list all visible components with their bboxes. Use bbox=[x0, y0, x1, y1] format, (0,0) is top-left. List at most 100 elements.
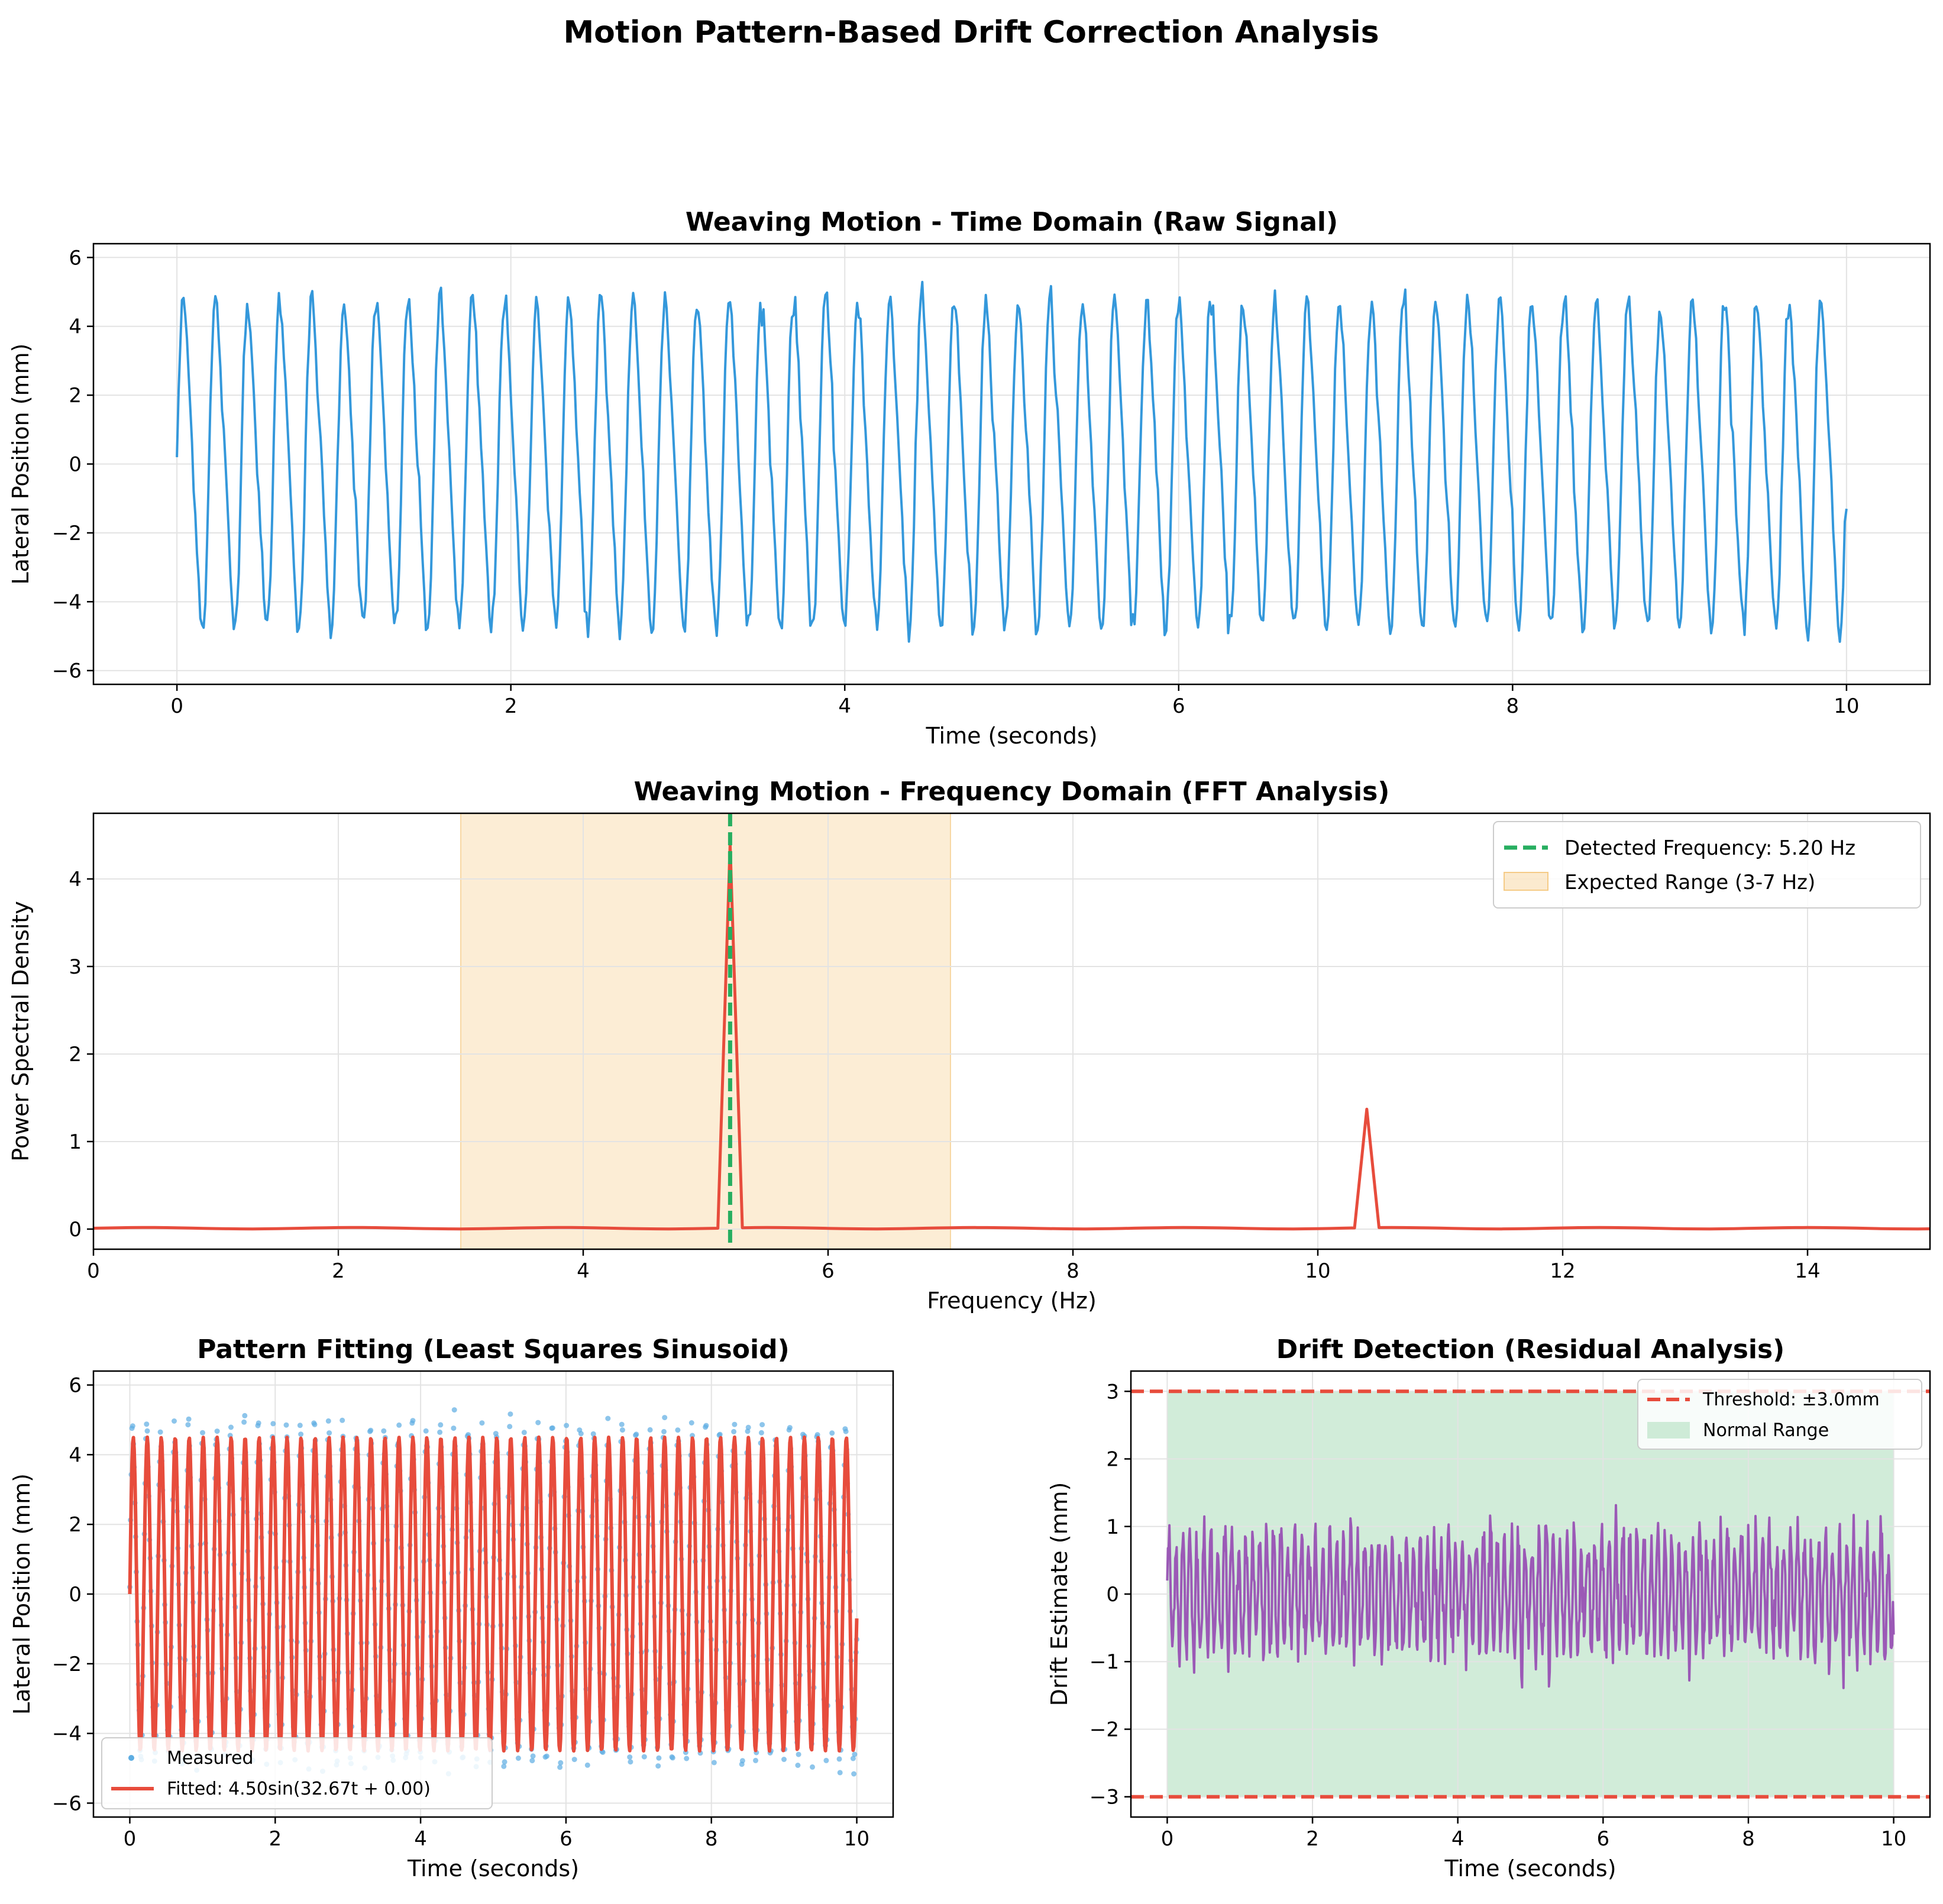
measured-point bbox=[340, 1417, 345, 1423]
legend-swatch-measured bbox=[128, 1755, 134, 1761]
y-tick-label: 0 bbox=[69, 1583, 82, 1606]
measured-point bbox=[200, 1430, 205, 1436]
x-tick-label: 10 bbox=[844, 1827, 869, 1851]
chart-title: Drift Detection (Residual Analysis) bbox=[1276, 1334, 1785, 1365]
legend-box bbox=[101, 1737, 493, 1809]
measured-point bbox=[758, 1430, 764, 1436]
measured-point bbox=[662, 1415, 668, 1421]
measured-point bbox=[796, 1751, 801, 1757]
measured-point bbox=[739, 1758, 745, 1764]
chart-time-domain: 0 2 4 6 8 10 −6 −4 −2 0 2 4 6 Weaving Motion - Time D… bbox=[8, 207, 1931, 749]
y-axis-label: Lateral Position (mm) bbox=[8, 344, 34, 585]
plot-area bbox=[93, 244, 1930, 684]
measured-point bbox=[675, 1427, 681, 1433]
measured-point bbox=[298, 1431, 304, 1437]
y-tick-label: −4 bbox=[52, 590, 82, 614]
x-tick-label: 8 bbox=[705, 1827, 718, 1851]
y-tick-label: 6 bbox=[69, 246, 82, 270]
y-tick-label: −2 bbox=[52, 522, 82, 545]
measured-point bbox=[515, 1756, 521, 1761]
x-tick-label: 2 bbox=[332, 1259, 345, 1283]
measured-point bbox=[241, 1419, 247, 1425]
measured-point bbox=[732, 1421, 738, 1427]
x-tick-label: 12 bbox=[1550, 1259, 1575, 1283]
legend-box bbox=[1493, 821, 1921, 909]
drift-line bbox=[1166, 1504, 1895, 1689]
measured-point bbox=[564, 1423, 570, 1428]
measured-point bbox=[641, 1754, 647, 1760]
measured-point bbox=[558, 1760, 564, 1766]
measured-point bbox=[438, 1422, 444, 1428]
x-axis-label: Time (seconds) bbox=[407, 1855, 579, 1882]
measured-point bbox=[850, 1756, 856, 1761]
measured-point bbox=[578, 1431, 584, 1437]
measured-point bbox=[157, 1429, 163, 1435]
y-tick-label: 4 bbox=[69, 1443, 82, 1467]
measured-point bbox=[368, 1427, 374, 1433]
x-tick-label: 0 bbox=[170, 694, 183, 718]
measured-point bbox=[144, 1428, 150, 1434]
measured-point bbox=[423, 1428, 429, 1434]
chart-title: Weaving Motion - Frequency Domain (FFT A… bbox=[634, 777, 1390, 807]
legend: Threshold: ±3.0mm Normal Range bbox=[1637, 1379, 1922, 1450]
measured-point bbox=[787, 1425, 793, 1431]
measured-point bbox=[507, 1411, 513, 1417]
x-tick-label: 0 bbox=[1161, 1827, 1174, 1851]
y-axis-label: Lateral Position (mm) bbox=[9, 1473, 35, 1715]
measured-point bbox=[410, 1418, 416, 1424]
measured-point bbox=[852, 1751, 858, 1757]
chart-pattern-fitting: 0 2 4 6 8 10 −6 −4 −2 0 2 4 6 Pattern Fitting (Least … bbox=[9, 1334, 894, 1882]
measured-point bbox=[655, 1763, 661, 1769]
measured-point bbox=[781, 1757, 787, 1762]
measured-point bbox=[185, 1422, 191, 1428]
measured-point bbox=[690, 1433, 695, 1438]
x-tick-label: 6 bbox=[1172, 694, 1185, 718]
y-tick-label: 4 bbox=[69, 315, 82, 339]
x-tick-label: 6 bbox=[1596, 1827, 1609, 1851]
legend-label-fitted: Fitted: 4.50sin(32.67t + 0.00) bbox=[167, 1779, 431, 1799]
measured-point bbox=[829, 1430, 835, 1436]
measured-point bbox=[479, 1420, 485, 1426]
raw-signal-line bbox=[176, 280, 1848, 643]
y-tick-label: −6 bbox=[52, 1792, 82, 1815]
x-tick-label: 4 bbox=[1451, 1827, 1464, 1851]
measured-point bbox=[529, 1758, 535, 1764]
plot-area bbox=[93, 813, 1930, 1249]
measured-point bbox=[688, 1420, 694, 1425]
y-tick-label: 1 bbox=[69, 1130, 82, 1154]
measured-point bbox=[633, 1431, 639, 1437]
legend-box bbox=[1637, 1379, 1922, 1450]
plot-area bbox=[1131, 1371, 1930, 1817]
x-tick-label: 10 bbox=[1305, 1259, 1330, 1283]
x-tick-label: 4 bbox=[577, 1259, 590, 1283]
chart-title: Pattern Fitting (Least Squares Sinusoid) bbox=[197, 1334, 789, 1365]
x-tick-label: 10 bbox=[1881, 1827, 1906, 1851]
measured-point bbox=[605, 1415, 611, 1421]
measured-point bbox=[851, 1771, 857, 1777]
measured-point bbox=[326, 1430, 332, 1436]
x-tick-label: 2 bbox=[1306, 1827, 1319, 1851]
measured-point bbox=[396, 1422, 402, 1428]
x-axis-label: Time (seconds) bbox=[925, 723, 1097, 749]
y-tick-label: 2 bbox=[1106, 1448, 1119, 1472]
measured-point bbox=[256, 1420, 261, 1426]
y-tick-label: −2 bbox=[52, 1653, 82, 1676]
measured-point bbox=[711, 1760, 717, 1766]
measured-point bbox=[647, 1427, 653, 1433]
y-tick-label: 4 bbox=[69, 868, 82, 891]
x-tick-label: 8 bbox=[1506, 694, 1519, 718]
y-tick-label: 0 bbox=[1106, 1583, 1119, 1606]
legend-label-expected: Expected Range (3-7 Hz) bbox=[1564, 871, 1815, 894]
y-tick-label: −1 bbox=[1089, 1650, 1119, 1674]
y-axis-label: Power Spectral Density bbox=[8, 901, 34, 1161]
legend-swatch-expected bbox=[1504, 872, 1548, 891]
measured-point bbox=[144, 1421, 150, 1427]
y-tick-label: 3 bbox=[69, 955, 82, 979]
measured-point bbox=[535, 1420, 541, 1425]
fitted-sinusoid-line bbox=[128, 1435, 859, 1753]
measured-point bbox=[507, 1424, 513, 1430]
y-tick-label: 2 bbox=[69, 384, 82, 408]
measured-point bbox=[242, 1412, 248, 1418]
measured-point bbox=[283, 1422, 289, 1428]
